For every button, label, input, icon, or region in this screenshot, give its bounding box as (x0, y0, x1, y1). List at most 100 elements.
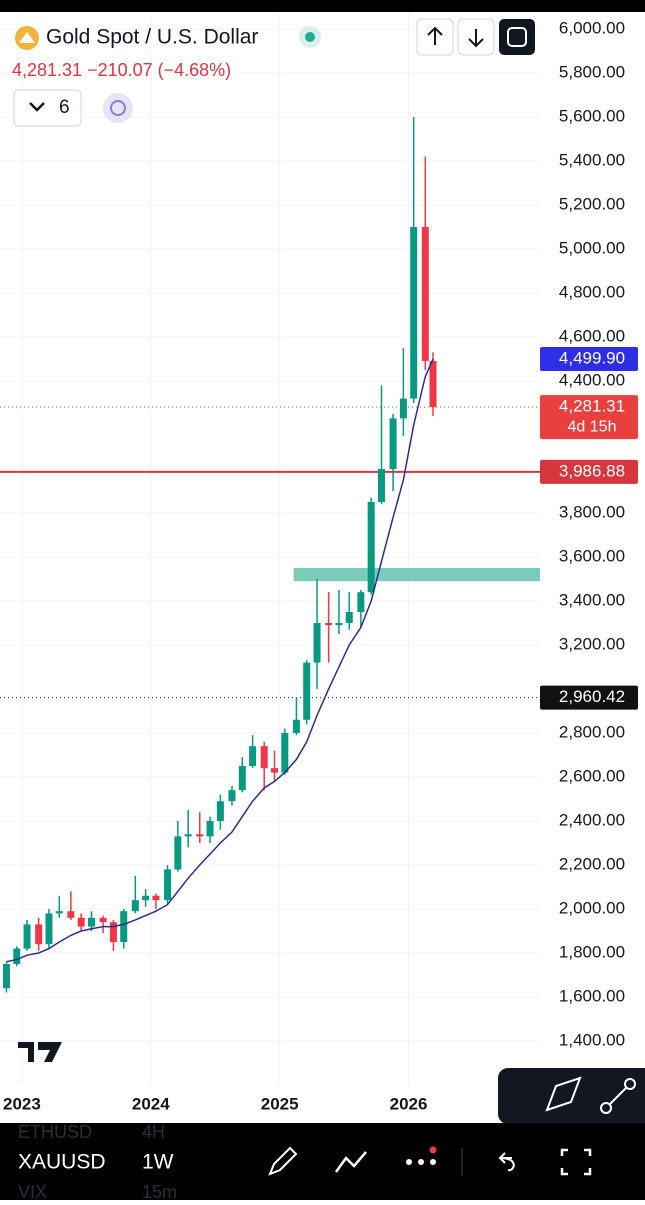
draw-tool[interactable] (334, 1151, 367, 1173)
y-tick-label: 2,400.00 (559, 810, 625, 829)
quote: 4,281.31 −210.07 (−4.68%) (12, 60, 231, 80)
price-badge-label: 2,960.42 (559, 687, 625, 706)
refresh-button[interactable] (103, 93, 133, 123)
y-tick-label: 3,400.00 (559, 590, 625, 609)
candle-body (120, 911, 128, 942)
symbol[interactable]: XAUUSD (18, 1151, 106, 1174)
channel-tool[interactable] (545, 1076, 582, 1112)
indicator-count: 6 (59, 97, 70, 118)
y-tick-label: 4,800.00 (559, 282, 625, 301)
candle-body (196, 834, 204, 837)
tv-logo (18, 1042, 62, 1062)
y-tick-label: 3,200.00 (559, 634, 625, 653)
price-badge (540, 459, 638, 484)
x-tick-label: 2023 (3, 1094, 41, 1113)
symbol-title: Gold Spot / U.S. Dollar (46, 26, 258, 49)
zone (293, 567, 540, 582)
refresh-icon (110, 100, 126, 116)
y-tick-label: 4,400.00 (559, 370, 625, 389)
candle-body (99, 917, 107, 923)
candle-body (142, 895, 150, 901)
price-badge-label: 4,281.31 (559, 397, 625, 416)
candle-body (67, 911, 75, 918)
candle-body (88, 917, 96, 927)
candle-body (228, 790, 236, 802)
x-tick-label: 2025 (261, 1094, 299, 1113)
y-tick-label: 2,800.00 (559, 722, 625, 741)
arrow-down (468, 29, 484, 48)
bottom-toolbar (0, 1123, 645, 1200)
y-tick-label: 1,600.00 (559, 986, 625, 1005)
price-badge-label: 4,499.90 (559, 348, 625, 367)
candle-body (357, 592, 365, 612)
price-badge-label: 3,986.88 (559, 461, 625, 480)
notification-dot (429, 1146, 437, 1154)
candle-body (35, 924, 43, 945)
candle-body (77, 917, 85, 927)
candle-body (410, 226, 418, 399)
x-tick-label: 2024 (132, 1094, 170, 1113)
trendline-handle (600, 1102, 612, 1114)
moving-average (6, 358, 434, 963)
y-tick-label: 5,800.00 (559, 62, 625, 81)
trendline-handle (624, 1078, 636, 1090)
interval-faded: 4H (142, 1122, 165, 1142)
candle-body (292, 719, 300, 733)
fullscreen-icon (507, 27, 527, 47)
x-tick-label: 2026 (390, 1094, 428, 1113)
candle-body (55, 911, 63, 914)
candle-body (367, 501, 375, 593)
candle-body (23, 924, 31, 949)
price-badge (540, 395, 638, 440)
candle-body (335, 622, 343, 626)
candle-body (429, 360, 437, 408)
symbol-icon-glyph (19, 32, 35, 43)
symbol-faded: VIX (18, 1182, 47, 1200)
candle-body (260, 746, 268, 769)
arrow-up (427, 26, 443, 45)
undo-button[interactable] (498, 1152, 515, 1172)
y-tick-label: 2,600.00 (559, 766, 625, 785)
candle-body (13, 948, 21, 964)
drawing-panel (498, 1068, 645, 1124)
y-tick-label: 3,800.00 (559, 502, 625, 521)
candle-body (216, 801, 224, 821)
symbol-faded: ETHUSD (18, 1122, 92, 1142)
y-tick-label: 2,200.00 (559, 854, 625, 873)
candle-body (271, 768, 279, 773)
countdown: 4d 15h (568, 418, 617, 435)
market-status-dot (305, 32, 315, 42)
brush-tool[interactable] (268, 1146, 298, 1176)
chevron (29, 102, 45, 112)
candle-body (345, 611, 353, 623)
indicator-toggle[interactable] (13, 89, 82, 127)
candle-body (238, 765, 246, 791)
candle-body (421, 226, 429, 361)
y-tick-label: 5,000.00 (559, 238, 625, 257)
y-tick-label: 6,000.00 (559, 18, 625, 37)
more-menu[interactable] (406, 1159, 436, 1165)
y-tick-label: 5,600.00 (559, 106, 625, 125)
candle-body (281, 732, 289, 773)
y-tick-label: 5,400.00 (559, 150, 625, 169)
candle-body (152, 895, 160, 901)
price-badge (540, 346, 638, 371)
y-tick-label: 1,400.00 (559, 1030, 625, 1049)
candle-body (45, 913, 53, 945)
fullscreen-button[interactable] (499, 19, 535, 55)
candle-body (131, 900, 139, 912)
candle-body (389, 418, 397, 469)
candle-body (249, 746, 257, 766)
y-tick-label: 5,200.00 (559, 194, 625, 213)
candle-body (399, 398, 407, 419)
y-tick-label: 2,000.00 (559, 898, 625, 917)
candle-body (303, 662, 311, 720)
candle-body (109, 922, 117, 942)
interval-faded: 15m (142, 1182, 177, 1200)
interval[interactable]: 1W (142, 1151, 174, 1174)
status-bar (0, 0, 645, 12)
expand-button[interactable] (560, 1148, 592, 1176)
y-tick-label: 1,800.00 (559, 942, 625, 961)
candle-body (206, 820, 214, 837)
